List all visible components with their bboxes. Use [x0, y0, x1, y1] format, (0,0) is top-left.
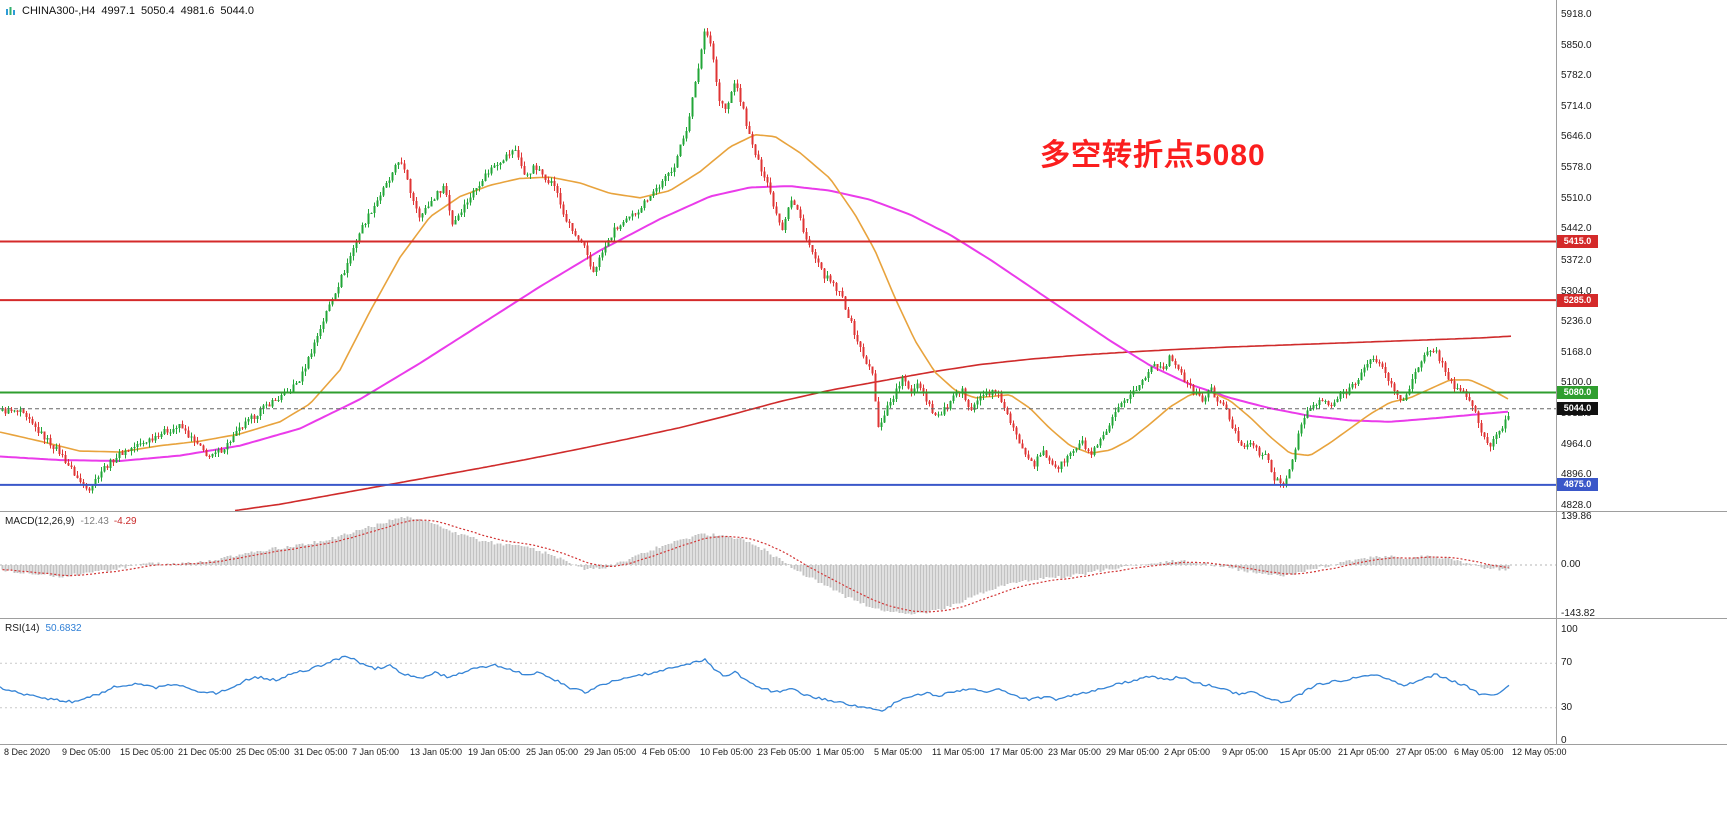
symbol-info-bar: CHINA300-,H4 4997.1 5050.4 4981.6 5044.0 — [5, 5, 254, 17]
time-axis-label: 25 Dec 05:00 — [236, 747, 290, 757]
pane-splitter[interactable] — [0, 618, 1727, 619]
symbol-timeframe: CHINA300-,H4 — [22, 5, 96, 17]
time-axis-label: 5 Mar 05:00 — [874, 747, 923, 757]
time-axis-label: 17 Mar 05:00 — [990, 747, 1044, 757]
pane-splitter[interactable] — [0, 511, 1727, 512]
time-axis-label: 27 Apr 05:00 — [1396, 747, 1448, 757]
time-axis-label: 12 May 05:00 — [1512, 747, 1567, 757]
price-axis-label: 5304.0 — [1561, 286, 1592, 297]
rsi-value: 50.6832 — [45, 623, 82, 634]
rsi-axis-label: 0 — [1561, 735, 1567, 746]
time-axis-label: 29 Mar 05:00 — [1106, 747, 1160, 757]
time-axis-label: 25 Jan 05:00 — [526, 747, 579, 757]
time-axis-label: 7 Jan 05:00 — [352, 747, 400, 757]
time-axis-label: 15 Dec 05:00 — [120, 747, 174, 757]
price-axis-label: 5918.0 — [1561, 9, 1592, 20]
rsi-title: RSI(14) — [5, 623, 40, 634]
rsi-axis-label: 100 — [1561, 624, 1578, 635]
macd-indicator-pane[interactable] — [0, 512, 1556, 618]
time-axis-label: 15 Apr 05:00 — [1280, 747, 1332, 757]
price-axis-label: 4828.0 — [1561, 500, 1592, 511]
symbol-chart-icon — [6, 6, 15, 15]
annotation-text[interactable]: 多空转折点5080 — [1040, 139, 1266, 172]
price-line-badge: 4875.0 — [1557, 478, 1598, 491]
time-axis-label: 23 Mar 05:00 — [1048, 747, 1102, 757]
time-axis-label: 8 Dec 2020 — [4, 747, 51, 757]
time-axis-label: 31 Dec 05:00 — [294, 747, 348, 757]
rsi-label: RSI(14) 50.6832 — [5, 623, 82, 634]
quote-close: 5044.0 — [220, 5, 254, 17]
time-axis-label: 21 Dec 05:00 — [178, 747, 232, 757]
price-line-badge: 5044.0 — [1557, 402, 1598, 415]
price-axis-label: 5168.0 — [1561, 347, 1592, 358]
macd-label: MACD(12,26,9) -12.43 -4.29 — [5, 516, 137, 527]
price-axis-label: 4964.0 — [1561, 439, 1592, 450]
price-axis-label: 5646.0 — [1561, 131, 1592, 142]
macd-main-value: -12.43 — [80, 516, 109, 527]
time-axis-label: 21 Apr 05:00 — [1338, 747, 1390, 757]
price-line-badge: 5080.0 — [1557, 386, 1598, 399]
time-axis-label: 11 Mar 05:00 — [932, 747, 985, 757]
time-axis-label: 10 Feb 05:00 — [700, 747, 754, 757]
macd-title: MACD(12,26,9) — [5, 516, 75, 527]
candlestick-chart[interactable] — [0, 0, 1556, 511]
rsi-axis-label: 30 — [1561, 702, 1573, 713]
macd-axis-label: 0.00 — [1561, 559, 1581, 570]
price-axis-label: 5782.0 — [1561, 70, 1592, 81]
macd-signal-value: -4.29 — [113, 516, 137, 527]
rsi-indicator-pane[interactable] — [0, 619, 1556, 744]
price-line-badge: 5415.0 — [1557, 235, 1598, 248]
price-axis-label: 5578.0 — [1561, 162, 1592, 173]
price-axis-label: 5510.0 — [1561, 193, 1592, 204]
price-axis-label: 5100.0 — [1561, 377, 1592, 388]
time-axis-label: 9 Apr 05:00 — [1222, 747, 1269, 757]
quote-high: 5050.4 — [141, 5, 175, 17]
time-axis-label: 9 Dec 05:00 — [62, 747, 111, 757]
time-axis-label: 2 Apr 05:00 — [1164, 747, 1211, 757]
macd-axis-label: 139.86 — [1561, 511, 1592, 522]
quote-low: 4981.6 — [180, 5, 215, 17]
price-axis-separator — [1556, 0, 1557, 744]
price-line-badge: 5285.0 — [1557, 294, 1598, 307]
time-axis-label: 1 Mar 05:00 — [816, 747, 865, 757]
price-axis-label: 4896.0 — [1561, 469, 1592, 480]
time-axis-label: 13 Jan 05:00 — [410, 747, 463, 757]
price-axis-label: 5236.0 — [1561, 316, 1592, 327]
time-axis-separator — [0, 744, 1727, 745]
quote-open: 4997.1 — [101, 5, 136, 17]
price-axis-label: 5442.0 — [1561, 223, 1592, 234]
price-axis-label: 5372.0 — [1561, 255, 1592, 266]
price-axis-label: 5850.0 — [1561, 40, 1592, 51]
macd-axis-label: -143.82 — [1561, 608, 1595, 619]
time-axis-label: 19 Jan 05:00 — [468, 747, 521, 757]
time-axis-label: 6 May 05:00 — [1454, 747, 1504, 757]
time-axis-label: 29 Jan 05:00 — [584, 747, 637, 757]
time-axis-label: 4 Feb 05:00 — [642, 747, 691, 757]
time-axis-label: 23 Feb 05:00 — [758, 747, 812, 757]
price-axis-label: 5714.0 — [1561, 101, 1592, 112]
rsi-axis-label: 70 — [1561, 657, 1573, 668]
